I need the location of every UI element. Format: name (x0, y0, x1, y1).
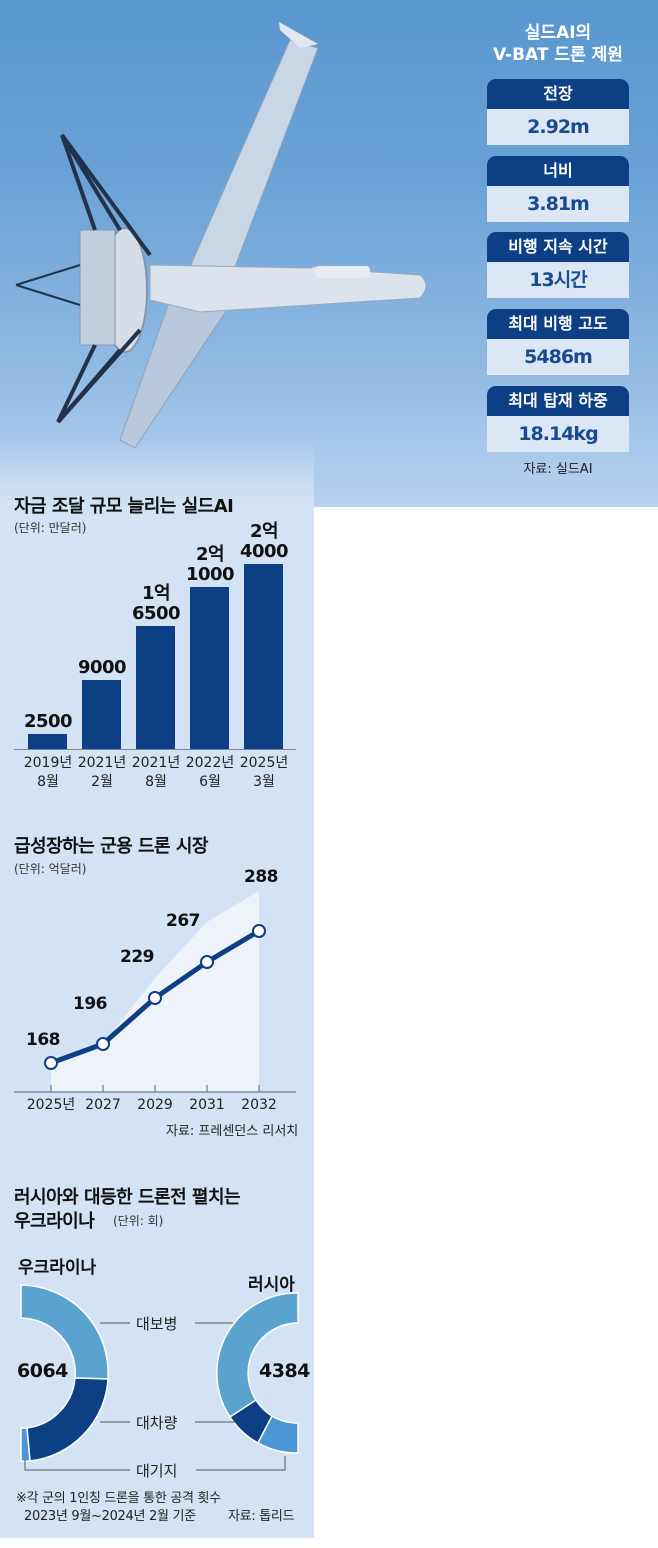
dronewar-title-line1: 러시아와 대등한 드론전 펼치는 (14, 1187, 241, 1208)
x-label: 2019년 8월 (18, 754, 78, 792)
point-value: 229 (120, 947, 155, 967)
bar (190, 587, 229, 749)
x-label-month: 6월 (199, 774, 221, 790)
spec-value: 18.14kg (487, 416, 629, 452)
x-label: 2021년 2월 (72, 754, 132, 792)
footnote-line2: 2023년 9월~2024년 2월 기준 (24, 1509, 196, 1524)
x-label: 2027 (85, 1097, 121, 1113)
x-label: 2029 (137, 1097, 173, 1113)
bar-value-line1: 2억 (195, 544, 225, 565)
bar-value: 2500 (23, 711, 73, 732)
x-label-year: 2025년 (239, 755, 289, 771)
bar-value-line2: 6500 (131, 603, 181, 624)
spec-label: 최대 탑재 하중 (487, 386, 629, 416)
market-unit: (단위: 억달러) (14, 862, 87, 876)
x-label: 2021년 8월 (126, 754, 186, 792)
category-infantry: 대보병 (130, 1313, 184, 1334)
spec-label: 비행 지속 시간 (487, 232, 629, 262)
point-value: 168 (26, 1030, 61, 1050)
specs-source: 자료: 실드AI (523, 462, 593, 477)
point-value: 288 (244, 867, 279, 887)
x-label-month: 8월 (145, 774, 167, 790)
drone-illustration (15, 22, 427, 449)
bar (136, 626, 175, 749)
spec-value: 5486m (487, 339, 629, 375)
ukraine-total: 6064 (17, 1360, 68, 1382)
bar (28, 734, 67, 749)
point-value: 196 (73, 994, 108, 1014)
bar-value-line2: 4000 (239, 541, 289, 562)
specs-title-line1: 실드AI의 (524, 23, 592, 43)
bar-value-line1: 2억 (249, 521, 279, 542)
dronewar-unit: (단위: 회) (113, 1214, 164, 1228)
x-label: 2025년 (26, 1097, 76, 1113)
point-value: 267 (166, 911, 201, 931)
donut-plot (20, 1284, 299, 1471)
x-label-month: 2월 (91, 774, 113, 790)
russia-label: 러시아 (248, 1275, 295, 1295)
bar (244, 564, 283, 749)
bar-value-line2: 1000 (185, 564, 235, 585)
dronewar-title-line2: 우크라이나 (14, 1211, 95, 1232)
bar (82, 680, 121, 749)
x-label: 2025년 3월 (234, 754, 294, 792)
spec-value: 2.92m (487, 109, 629, 145)
x-label-month: 3월 (253, 774, 275, 790)
category-vehicle: 대차량 (130, 1412, 184, 1433)
panel-fade (0, 440, 314, 507)
market-plot (14, 891, 296, 1093)
funding-title: 자금 조달 규모 늘리는 실드AI (14, 496, 234, 517)
ukraine-label: 우크라이나 (18, 1258, 97, 1278)
specs-title-line2: V-BAT 드론 제원 (493, 45, 623, 65)
x-label-year: 2022년 (185, 755, 235, 771)
x-label: 2032 (241, 1097, 277, 1113)
x-label: 2031 (189, 1097, 225, 1113)
spec-label: 전장 (487, 79, 629, 109)
spec-label: 너비 (487, 156, 629, 186)
x-label: 2022년 6월 (180, 754, 240, 792)
x-label-month: 8월 (37, 774, 59, 790)
spec-value: 13시간 (487, 262, 629, 298)
spec-label: 최대 비행 고도 (487, 309, 629, 339)
dronewar-source: 자료: 톱리드 (228, 1509, 295, 1524)
russia-total: 4384 (259, 1360, 310, 1382)
footnote-line1: ※각 군의 1인칭 드론을 통한 공격 횟수 (16, 1491, 221, 1506)
category-base: 대기지 (130, 1460, 184, 1481)
bar-value: 9000 (77, 657, 127, 678)
funding-unit: (단위: 만달러) (14, 521, 87, 535)
bar-value-line1: 1억 (141, 583, 171, 604)
market-title: 급성장하는 군용 드론 시장 (14, 836, 208, 857)
x-label-year: 2021년 (131, 755, 181, 771)
x-axis (14, 749, 296, 750)
market-source: 자료: 프레센던스 리서치 (166, 1124, 299, 1139)
x-label-year: 2021년 (77, 755, 127, 771)
x-label-year: 2019년 (23, 755, 73, 771)
spec-value: 3.81m (487, 186, 629, 222)
